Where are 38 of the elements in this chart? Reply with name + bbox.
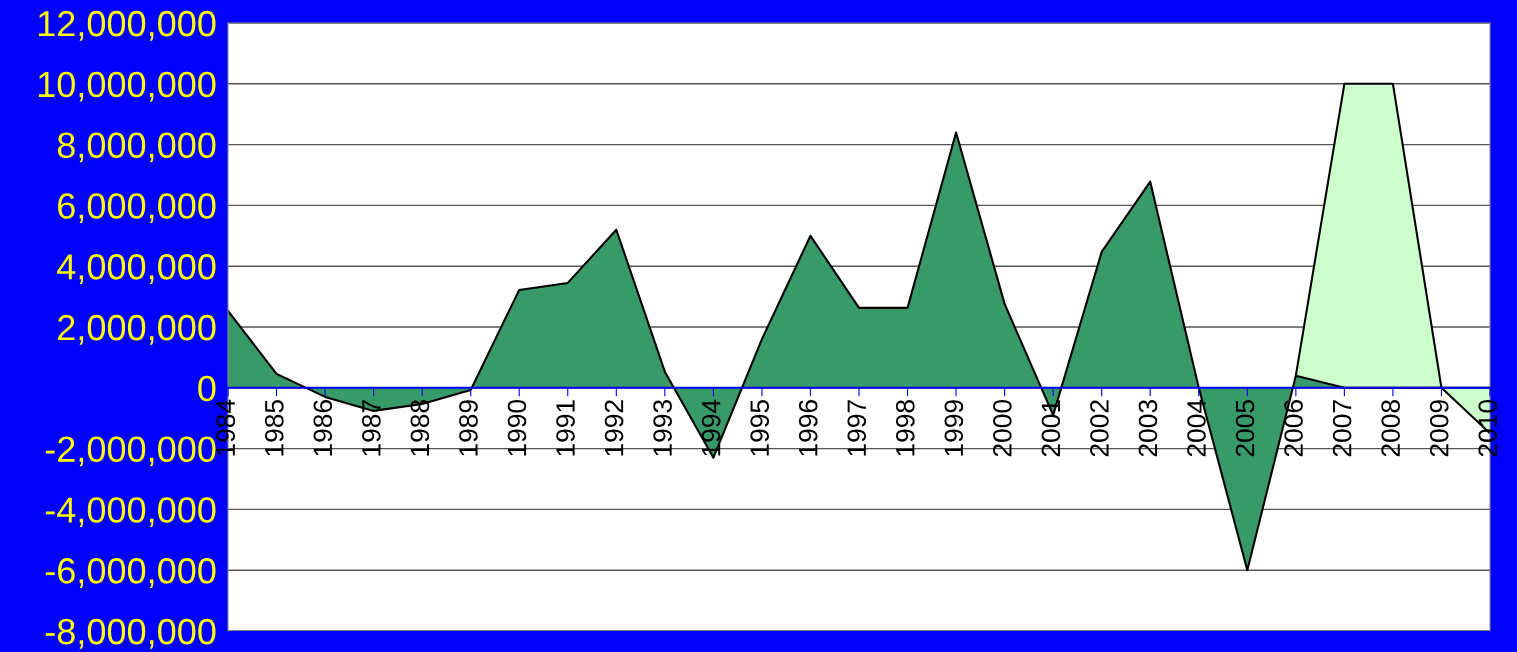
x-tick-label: 2003 [1138, 400, 1158, 457]
x-tick-label: 2007 [1332, 400, 1352, 457]
y-tick-label: 0 [198, 375, 216, 402]
x-tick-label: 1984 [216, 399, 236, 456]
y-tick-label: 8,000,000 [57, 132, 216, 163]
x-tick-label: 2009 [1429, 400, 1449, 457]
x-tick-label: 1989 [459, 400, 478, 456]
x-tick-label: 2006 [1284, 400, 1303, 457]
y-tick-label: 2,000,000 [58, 314, 216, 345]
x-tick-label: 1990 [507, 399, 527, 456]
x-tick-label: 1985 [264, 400, 284, 456]
x-tick-label: 2008 [1381, 400, 1401, 457]
y-tick-label: -8,000,000 [45, 618, 216, 649]
y-tick-label: 4,000,000 [57, 254, 216, 284]
x-tick-label: 1986 [313, 400, 333, 456]
x-tick-label: 2005 [1235, 400, 1255, 457]
x-tick-label: 1988 [410, 400, 430, 456]
x-tick-label: 1994 [701, 399, 721, 456]
x-tick-label: 2004 [1187, 399, 1206, 457]
x-tick-label: 1995 [750, 400, 770, 456]
x-tick-label: 1996 [798, 400, 818, 456]
x-tick-label: 1998 [895, 400, 915, 456]
y-tick-label: 10,000,000 [38, 71, 216, 102]
y-tick-label: 6,000,000 [58, 193, 216, 224]
x-tick-label: 1999 [944, 400, 964, 456]
y-tick-label: -6,000,000 [45, 558, 216, 588]
x-tick-label: 1991 [556, 400, 575, 456]
x-tick-label: 1987 [362, 400, 381, 456]
x-tick-label: 2010 [1478, 399, 1498, 457]
x-tick-label: 2002 [1090, 400, 1109, 457]
x-tick-label: 2001 [1041, 400, 1061, 457]
y-tick-label: 12,000,000 [38, 10, 216, 41]
x-tick-label: 1997 [847, 400, 867, 456]
x-tick-label: 1993 [653, 400, 672, 456]
y-tick-label: -2,000,000 [45, 436, 216, 467]
y-tick-label: -4,000,000 [45, 497, 216, 528]
x-tick-label: 1992 [604, 400, 624, 456]
x-tick-label: 2000 [993, 399, 1012, 457]
